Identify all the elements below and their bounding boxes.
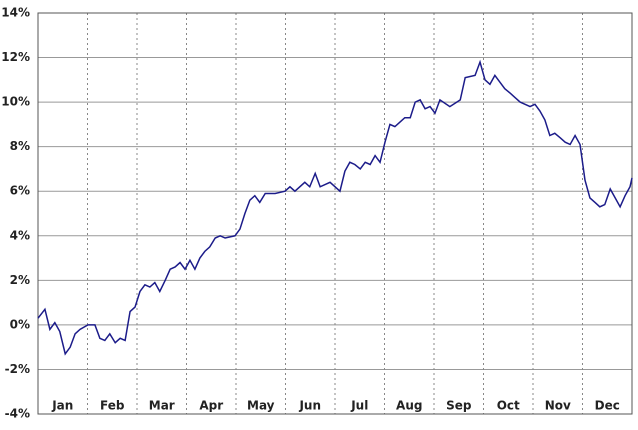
x-tick-label: Apr xyxy=(199,399,223,413)
line xyxy=(37,59,633,356)
y-tick-label: 4% xyxy=(10,228,30,242)
y-tick-label: 0% xyxy=(10,317,30,331)
x-tick-label: Jul xyxy=(350,399,368,413)
y-tick-label: 12% xyxy=(1,50,30,64)
x-tick-label: Aug xyxy=(396,399,422,413)
y-tick-label: 6% xyxy=(10,184,30,198)
y-tick-label: -2% xyxy=(5,362,30,376)
x-tick-label: May xyxy=(247,399,275,413)
y-tick-label: 8% xyxy=(10,139,30,153)
x-tick-label: Feb xyxy=(100,399,125,413)
x-tick-label: Oct xyxy=(497,399,520,413)
y-tick-label: 14% xyxy=(1,6,30,20)
x-tick-label: Jun xyxy=(298,399,321,413)
x-tick-label: Dec xyxy=(595,399,620,413)
x-tick-label: Jan xyxy=(51,399,73,413)
plot-border xyxy=(37,12,633,415)
y-tick-label: -4% xyxy=(5,407,30,421)
y-tick-label: 2% xyxy=(10,273,30,287)
y-tick-label: 10% xyxy=(1,95,30,109)
x-tick-label: Mar xyxy=(149,399,175,413)
x-tick-label: Sep xyxy=(446,399,472,413)
x-tick-label: Nov xyxy=(545,399,571,413)
